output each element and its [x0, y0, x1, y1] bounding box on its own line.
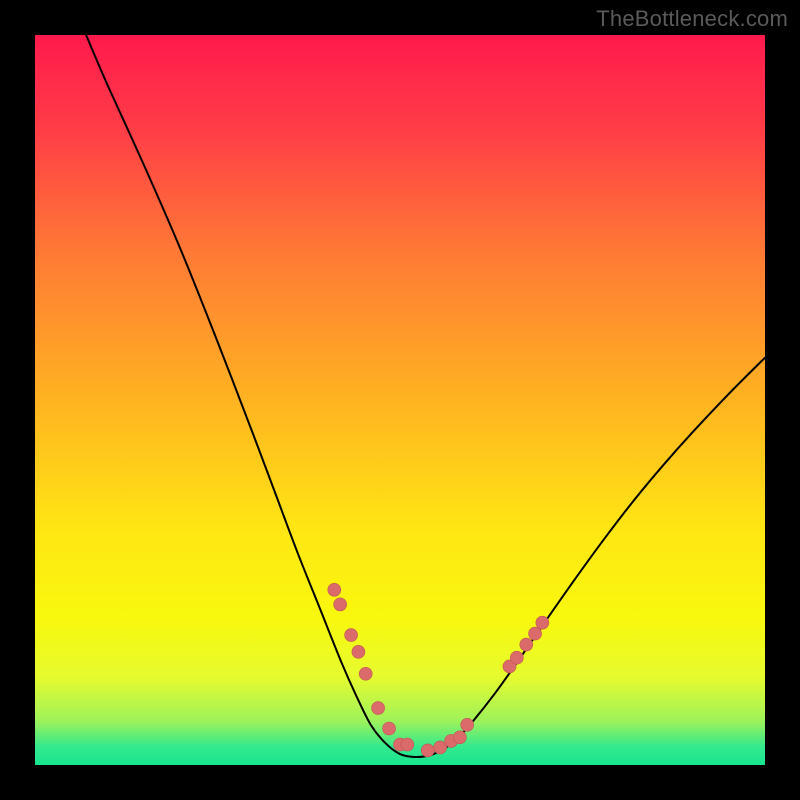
data-point-markers: [328, 583, 549, 757]
data-point: [510, 651, 523, 664]
data-point: [372, 702, 385, 715]
data-point: [401, 738, 414, 751]
data-point: [383, 722, 396, 735]
data-point: [461, 718, 474, 731]
data-point: [520, 638, 533, 651]
data-point: [536, 616, 549, 629]
data-point: [359, 667, 372, 680]
data-point: [334, 598, 347, 611]
data-point: [352, 645, 365, 658]
data-point: [453, 731, 466, 744]
chart-curve-layer: [35, 35, 765, 765]
watermark-text: TheBottleneck.com: [596, 6, 788, 32]
data-point: [421, 744, 434, 757]
data-point: [328, 583, 341, 596]
bottleneck-curve: [86, 35, 765, 757]
data-point: [345, 629, 358, 642]
chart-plot-area: [35, 35, 765, 765]
data-point: [529, 627, 542, 640]
